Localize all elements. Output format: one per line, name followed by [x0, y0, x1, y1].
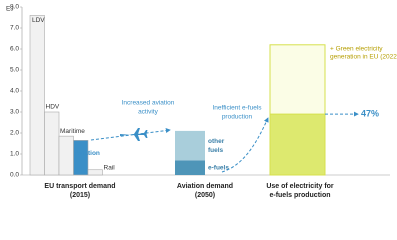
label: other: [208, 138, 225, 145]
bar-label: Rail: [104, 164, 116, 171]
y-tick-label: 4.0: [10, 88, 19, 95]
y-tick-label: 2.0: [10, 130, 19, 137]
y-tick-label: 0.0: [10, 172, 19, 179]
label: Increased aviation: [122, 100, 175, 107]
bar: [44, 111, 60, 176]
label: generation in EU (2022): [330, 54, 397, 61]
arrow: [90, 128, 171, 141]
bar-label: HDV: [46, 104, 60, 111]
y-tick-label: 7.0: [10, 25, 19, 32]
y-tick-label: 8.0: [10, 4, 19, 11]
share-label: 47%: [361, 108, 379, 118]
label: (2015): [70, 192, 90, 199]
bar: [269, 113, 326, 176]
y-tick-label: 1.0: [10, 151, 19, 158]
bar: [87, 169, 103, 176]
y-tick-label: 5.0: [10, 67, 19, 74]
chart: EJ 0.0 1.0 2.0 3.0 4.0 5.0 6.0 7.0 8.0 LDV HDV Mari…: [6, 4, 397, 199]
bar: [29, 15, 45, 176]
y-axis-label: EJ: [6, 6, 14, 13]
bar-segment: [175, 160, 205, 175]
label: Use of electricity for: [266, 183, 334, 190]
label: (2050): [195, 192, 215, 199]
label: e-fuels production: [269, 192, 330, 199]
bar-label: LDV: [32, 17, 45, 24]
label: EU transport demand: [44, 183, 115, 190]
label: + Green electricity: [330, 46, 383, 53]
label: Inefficient e-fuels: [212, 105, 262, 112]
label: Aviation demand: [177, 183, 233, 190]
label: fuels: [208, 147, 224, 154]
airplane-icon: [120, 128, 148, 141]
bar: [58, 135, 74, 176]
label: e-fuels: [208, 164, 229, 171]
bar: [73, 140, 89, 176]
label: activity: [138, 109, 159, 116]
y-tick-label: 6.0: [10, 46, 19, 53]
bar-label: Maritime: [60, 128, 85, 135]
bar-segment: [175, 130, 205, 161]
y-tick-label: 3.0: [10, 109, 19, 116]
bar-label: Aviation: [75, 150, 100, 157]
label: production: [222, 114, 253, 121]
arrow: [221, 117, 269, 173]
plot: 0.0 1.0 2.0 3.0 4.0 5.0 6.0 7.0 8.0 LDV HDV Maritim…: [10, 4, 397, 199]
